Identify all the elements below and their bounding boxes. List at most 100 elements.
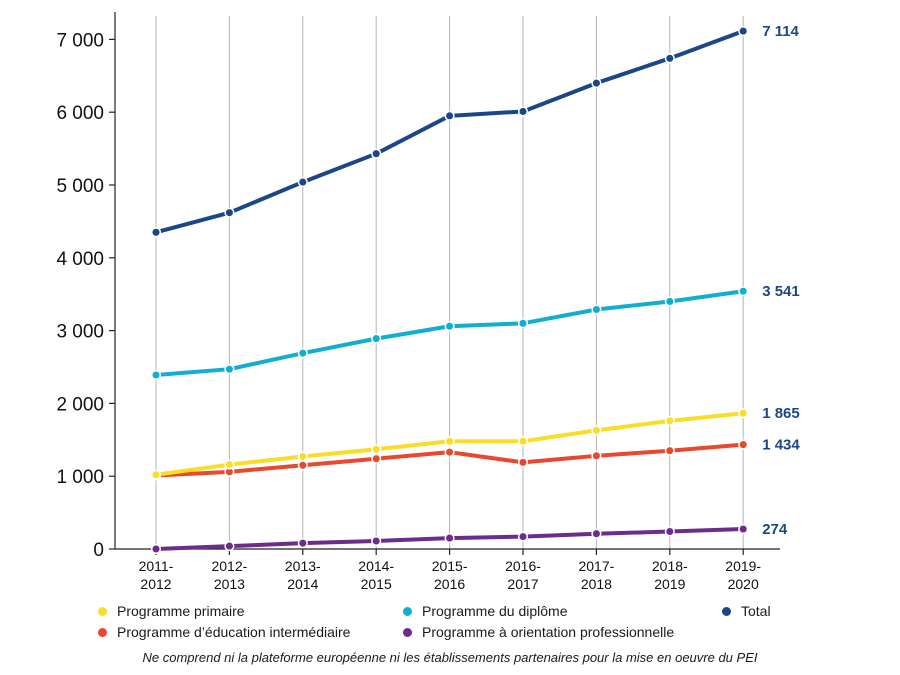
footnote: Ne comprend ni la plateforme européenne … bbox=[142, 650, 758, 665]
series-lines bbox=[150, 26, 749, 555]
data-point-primaire bbox=[591, 425, 602, 436]
data-point-pei bbox=[664, 445, 675, 456]
legend-item-primaire: Programme primaire bbox=[98, 603, 245, 619]
x-tick-label: 2013- 2014 bbox=[285, 558, 321, 592]
series-pop bbox=[150, 524, 749, 555]
data-point-primaire bbox=[738, 408, 749, 419]
legend-item-diplome: Programme du diplôme bbox=[403, 603, 568, 619]
legend-swatch-total bbox=[722, 606, 731, 616]
data-point-pei bbox=[371, 453, 382, 464]
data-point-total bbox=[517, 106, 529, 117]
x-tick-label: 2017- 2018 bbox=[578, 558, 614, 592]
y-tick-label: 4 000 bbox=[56, 249, 104, 270]
y-tick-label: 0 bbox=[93, 540, 104, 561]
data-point-total bbox=[444, 110, 455, 121]
x-tick-label-line: 2012- bbox=[211, 558, 247, 574]
end-label-diplome: 3 541 bbox=[762, 283, 800, 300]
data-point-diplome bbox=[517, 318, 529, 329]
data-point-pop bbox=[150, 543, 162, 555]
x-tick-label-line: 2011- bbox=[139, 558, 174, 574]
x-tick-label: 2014- 2015 bbox=[358, 558, 394, 592]
x-tick-label-line: 2013- bbox=[285, 558, 321, 574]
data-point-total bbox=[738, 26, 749, 37]
legend-label-total: Total bbox=[741, 603, 771, 619]
x-tick-label: 2016- 2017 bbox=[505, 558, 541, 592]
end-label-primaire: 1 865 bbox=[762, 405, 800, 422]
data-point-pei bbox=[297, 460, 308, 471]
data-point-diplome bbox=[150, 369, 162, 381]
y-tick-label: 7 000 bbox=[56, 30, 104, 51]
data-point-total bbox=[150, 227, 162, 238]
x-tick-label-line: 2018 bbox=[581, 576, 612, 592]
x-tick-label-line: 2012 bbox=[140, 576, 171, 592]
legend-item-total: Total bbox=[722, 603, 771, 619]
data-point-diplome bbox=[371, 333, 382, 344]
legend-label-pop: Programme à orientation professionnelle bbox=[422, 624, 675, 640]
end-label-pei: 1 434 bbox=[762, 437, 800, 454]
x-tick-label: 2012- 2013 bbox=[211, 558, 247, 592]
data-point-total bbox=[591, 78, 602, 89]
x-tick-label-line: 2013 bbox=[214, 576, 245, 592]
data-point-pop bbox=[224, 541, 235, 552]
x-tick-label-line: 2017- bbox=[578, 558, 614, 574]
data-point-pop bbox=[517, 531, 529, 542]
y-tick-label: 1 000 bbox=[56, 467, 104, 488]
data-point-primaire bbox=[444, 436, 455, 447]
data-point-diplome bbox=[224, 364, 235, 375]
data-point-pei bbox=[444, 447, 455, 458]
x-tick-label: 2015- 2016 bbox=[432, 558, 468, 592]
end-label-pop: 274 bbox=[762, 521, 788, 538]
legend-swatch-diplome bbox=[403, 606, 412, 616]
end-label-total: 7 114 bbox=[762, 23, 799, 40]
x-tick-label-line: 2016- bbox=[505, 558, 541, 574]
data-point-primaire bbox=[297, 451, 308, 462]
legend-swatch-primaire bbox=[98, 606, 107, 616]
data-point-pop bbox=[371, 535, 382, 547]
legend-item-pop: Programme à orientation professionnelle bbox=[403, 624, 674, 640]
data-point-pop bbox=[738, 524, 749, 535]
data-point-pop bbox=[591, 528, 602, 539]
data-point-diplome bbox=[664, 296, 675, 307]
legend-label-primaire: Programme primaire bbox=[117, 603, 245, 619]
series-pei bbox=[150, 439, 749, 481]
data-point-pop bbox=[297, 538, 308, 549]
y-tick-label: 2 000 bbox=[56, 394, 104, 415]
legend-swatch-pop bbox=[403, 627, 412, 637]
data-point-pei bbox=[591, 450, 602, 461]
data-point-primaire bbox=[517, 436, 529, 447]
data-point-pei bbox=[517, 457, 529, 468]
data-point-diplome bbox=[297, 348, 308, 359]
data-point-diplome bbox=[444, 321, 455, 332]
data-point-total bbox=[297, 177, 308, 188]
x-tick-label: 2011- 2012 bbox=[139, 558, 174, 592]
legend-label-diplome: Programme du diplôme bbox=[422, 603, 568, 619]
y-tick-label: 5 000 bbox=[56, 176, 104, 197]
data-point-primaire bbox=[150, 469, 162, 480]
legend-label-pei: Programme d’éducation intermédiaire bbox=[117, 624, 351, 640]
data-point-diplome bbox=[738, 286, 749, 297]
x-tick-label-line: 2016 bbox=[434, 576, 465, 592]
data-point-total bbox=[664, 53, 675, 64]
x-tick-label-line: 2019- bbox=[725, 558, 761, 574]
legend-swatch-pei bbox=[98, 627, 107, 637]
data-point-primaire bbox=[224, 459, 235, 470]
x-tick-label-line: 2019 bbox=[654, 576, 685, 592]
data-point-primaire bbox=[664, 415, 675, 426]
series-diplome bbox=[150, 286, 749, 381]
data-point-diplome bbox=[591, 304, 602, 315]
x-tick-label-line: 2015 bbox=[361, 576, 392, 592]
x-tick-label-line: 2017 bbox=[507, 576, 538, 592]
x-tick-label: 2019- 2020 bbox=[725, 558, 761, 592]
y-tick-label: 3 000 bbox=[56, 322, 104, 343]
x-tick-label: 2018- 2019 bbox=[652, 558, 688, 592]
data-point-total bbox=[371, 148, 382, 159]
y-tick-label: 6 000 bbox=[56, 103, 104, 124]
x-tick-label-line: 2014 bbox=[287, 576, 318, 592]
data-point-primaire bbox=[371, 444, 382, 455]
series-primaire bbox=[150, 408, 749, 480]
data-point-pop bbox=[664, 526, 675, 537]
x-tick-label-line: 2015- bbox=[432, 558, 468, 574]
line-chart: 0 1 000 2 000 3 000 4 000 5 000 6 000 7 000 2011… bbox=[56, 12, 800, 592]
x-tick-label-line: 2018- bbox=[652, 558, 688, 574]
gridlines bbox=[155, 16, 744, 549]
